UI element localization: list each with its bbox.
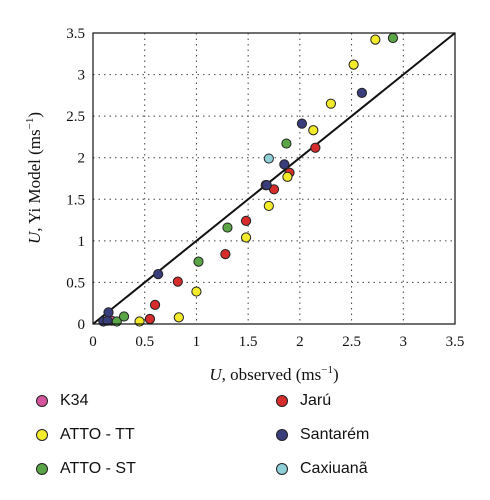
x-tick-label: 1 xyxy=(193,334,201,350)
x-tick-label: 3 xyxy=(400,334,408,350)
point-atto-tt xyxy=(325,98,336,109)
y-axis-end: ) xyxy=(25,112,44,118)
point-atto-st xyxy=(193,256,204,267)
point-atto-tt xyxy=(282,171,293,182)
y-tick-label: 1.5 xyxy=(66,192,85,208)
point-atto-tt xyxy=(240,232,252,243)
x-tick-labels: 0 0.5 1 1.5 2 2.5 3 3.5 xyxy=(89,334,464,350)
y-tick-label: 3 xyxy=(78,68,86,84)
y-tick-label: 0 xyxy=(78,317,86,333)
y-axis-var: U xyxy=(25,230,44,244)
point-jaru xyxy=(144,313,155,325)
point-jaru xyxy=(240,215,252,227)
x-tick-label: 2.5 xyxy=(342,334,361,350)
x-tick-label: 3.5 xyxy=(446,334,465,350)
y-axis-label: U, Yi Model (ms−1) xyxy=(24,112,44,244)
x-axis-sup: −1 xyxy=(321,364,333,376)
point-atto-st xyxy=(222,222,233,233)
point-santarem xyxy=(103,307,114,318)
legend-item: Jarú xyxy=(276,392,331,410)
point-atto-tt xyxy=(348,59,359,70)
legend-swatch xyxy=(276,463,288,475)
legend-label: ATTO - TT xyxy=(60,426,135,443)
legend-item: ATTO - TT xyxy=(36,426,135,444)
legend-swatch xyxy=(36,395,48,407)
point-atto-tt xyxy=(134,316,145,327)
point-atto-tt xyxy=(263,200,274,212)
x-axis-label: U, observed (ms−1) xyxy=(209,364,338,384)
y-tick-label: 2 xyxy=(78,151,86,167)
x-tick-label: 1.5 xyxy=(239,334,258,350)
point-jaru xyxy=(220,249,231,260)
legend-item: Caxiuanã xyxy=(276,460,368,478)
legend-label: Jarú xyxy=(300,392,332,409)
y-tick-label: 3.5 xyxy=(66,26,85,42)
point-jaru xyxy=(172,276,183,287)
legend-swatch xyxy=(276,395,288,407)
point-atto-st xyxy=(118,311,130,322)
point-atto-tt xyxy=(173,312,184,323)
point-atto-st xyxy=(387,32,399,44)
legend-swatch xyxy=(36,429,48,441)
x-tick-label: 2 xyxy=(296,334,304,350)
point-atto-tt xyxy=(191,286,202,297)
point-caxiuana xyxy=(263,153,274,164)
legend-label: Caxiuanã xyxy=(300,460,368,477)
y-tick-label: 2.5 xyxy=(66,109,85,125)
x-axis-text: , observed (ms xyxy=(222,365,322,384)
legend-label: K34 xyxy=(60,392,89,409)
point-santarem xyxy=(279,159,290,170)
x-tick-label: 0.5 xyxy=(135,334,154,350)
legend-item: K34 xyxy=(36,392,88,410)
legend-label: ATTO - ST xyxy=(60,460,136,477)
point-atto-tt xyxy=(370,34,381,45)
y-tick-label: 1 xyxy=(78,234,86,250)
x-axis-end: ) xyxy=(333,365,339,384)
y-tick-labels: 0 0.5 1 1.5 2 2.5 3 3.5 xyxy=(66,26,85,333)
y-axis-sup: −1 xyxy=(24,118,36,130)
legend-label: Santarém xyxy=(300,426,370,443)
plot-frame xyxy=(92,32,456,325)
x-tick-label: 0 xyxy=(89,334,97,350)
grid xyxy=(93,33,455,324)
y-axis-text: , Yi Model (ms xyxy=(25,129,44,231)
y-tick-label: 0.5 xyxy=(66,275,85,291)
point-santarem xyxy=(296,118,308,129)
point-atto-tt xyxy=(308,125,319,136)
point-atto-st xyxy=(281,138,292,149)
legend-item: Santarém xyxy=(276,426,369,444)
legend: K34 ATTO - TT ATTO - ST Jarú Santarém Caxiuan… xyxy=(36,392,476,492)
scatter-chart: 0 0.5 1 1.5 2 2.5 3 3.5 00.511.522.533.5 U, obs… xyxy=(24,26,464,384)
legend-swatch xyxy=(276,429,288,441)
x-axis-var: U xyxy=(209,365,223,384)
point-santarem xyxy=(261,180,272,191)
legend-item: ATTO - ST xyxy=(36,460,136,478)
point-jaru xyxy=(310,142,321,153)
point-santarem xyxy=(356,87,368,98)
point-santarem xyxy=(153,269,164,280)
legend-swatch xyxy=(36,463,48,475)
point-jaru xyxy=(149,299,161,310)
